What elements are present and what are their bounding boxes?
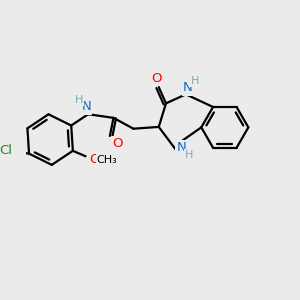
Text: O: O	[89, 153, 100, 167]
Text: H: H	[191, 76, 199, 86]
Text: Cl: Cl	[0, 143, 12, 157]
Text: CH₃: CH₃	[97, 155, 118, 165]
Text: H: H	[75, 95, 83, 105]
Text: N: N	[82, 100, 91, 113]
Text: N: N	[176, 141, 186, 154]
Text: O: O	[112, 137, 122, 150]
Text: N: N	[183, 82, 193, 94]
Text: H: H	[184, 149, 193, 160]
Text: O: O	[152, 72, 162, 86]
